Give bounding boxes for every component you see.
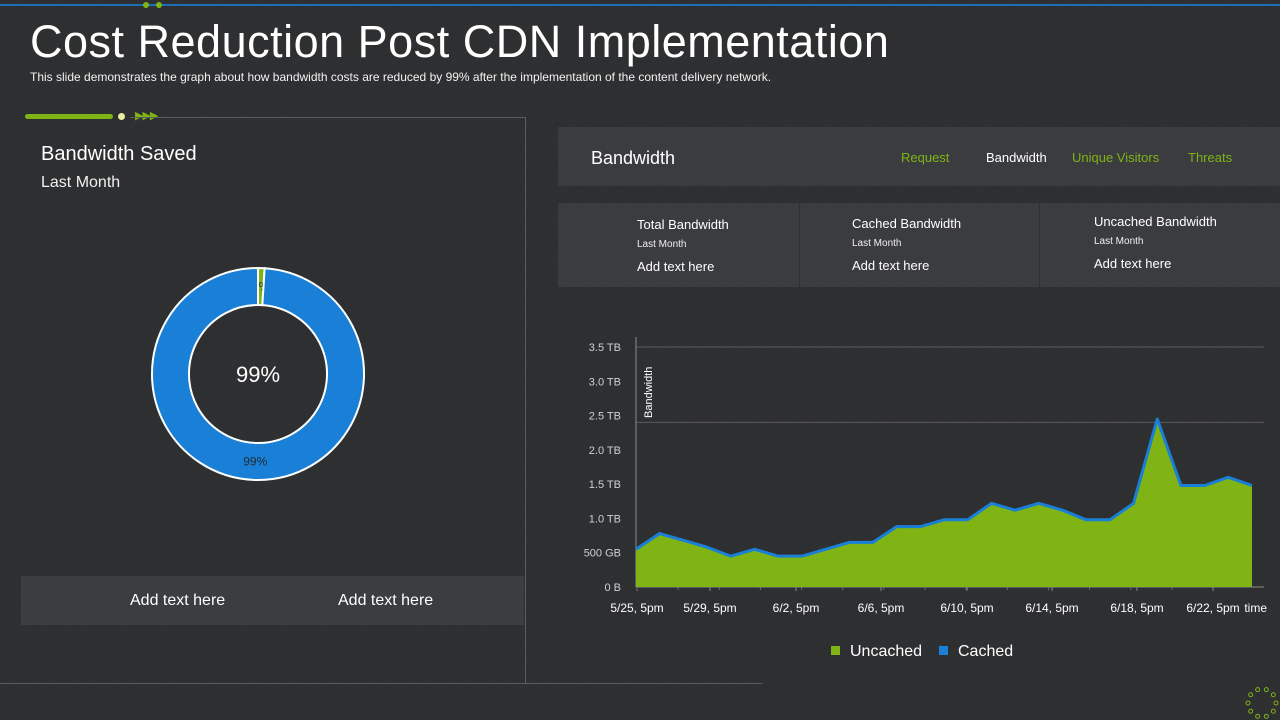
logo-icon <box>1245 687 1279 719</box>
logo-dot <box>1263 687 1269 693</box>
stat-divider <box>799 203 800 287</box>
divider-line <box>525 117 526 684</box>
line-series-cached <box>635 417 1253 558</box>
page-title: Cost Reduction Post CDN Implementation <box>30 16 890 67</box>
bandwidth-saved-period: Last Month <box>41 174 121 191</box>
page-subtitle: This slide demonstrates the graph about … <box>30 70 772 84</box>
x-tick-label: 6/14, 5pm <box>1025 601 1078 615</box>
legend-swatch <box>939 646 948 655</box>
x-tick-label: 5/29, 5pm <box>683 601 736 615</box>
decorative-arrows-icon: ▶▶▶ <box>135 110 158 122</box>
legend-uncached: Uncached <box>831 643 922 661</box>
bandwidth-stats: Total Bandwidth Last Month Add text here… <box>558 203 1280 287</box>
x-axis-label: time <box>1244 601 1267 615</box>
y-tick-label: 1.5 TB <box>589 479 621 491</box>
stat-period: Last Month <box>852 238 902 249</box>
stat-value: Add text here <box>852 258 930 273</box>
logo-dot <box>1248 692 1254 698</box>
left-bottom-text-1: Add text here <box>130 592 226 609</box>
x-tick-label: 6/10, 5pm <box>940 601 993 615</box>
top-accent-line <box>0 4 1280 6</box>
y-tick-label: 0 B <box>604 582 621 594</box>
logo-dot <box>1248 708 1254 714</box>
y-tick-label: 500 GB <box>584 548 621 560</box>
logo-dot <box>1255 713 1261 719</box>
stat-value: Add text here <box>1094 256 1172 271</box>
y-axis-label: Bandwidth <box>643 367 655 418</box>
logo-dot <box>1270 692 1276 698</box>
logo-dot <box>1270 708 1276 714</box>
stat-period: Last Month <box>637 239 687 250</box>
donut-chart: 1%99%99% <box>151 266 365 481</box>
logo-dot <box>1263 713 1269 719</box>
bandwidth-saved-title: Bandwidth Saved <box>41 143 197 165</box>
donut-data-label: 99% <box>243 454 267 468</box>
y-tick-label: 1.0 TB <box>589 513 621 525</box>
logo-dot <box>1255 687 1261 693</box>
tab-unique-visitors[interactable]: Unique Visitors <box>1072 150 1160 165</box>
y-tick-label: 3.5 TB <box>589 342 621 354</box>
legend-cached: Cached <box>939 643 1013 661</box>
tab-threats[interactable]: Threats <box>1188 150 1233 165</box>
divider-line <box>130 117 525 118</box>
y-tick-label: 2.5 TB <box>589 411 621 423</box>
y-tick-label: 3.0 TB <box>589 376 621 388</box>
top-accent-dot <box>143 2 149 8</box>
donut-center-label: 99% <box>236 362 280 387</box>
stat-value: Add text here <box>637 259 715 274</box>
stat-uncached-bandwidth: Uncached Bandwidth Last Month Add text h… <box>1094 214 1217 271</box>
bandwidth-panel-header: Bandwidth Request Bandwidth Unique Visit… <box>558 127 1280 186</box>
logo-dot <box>1245 700 1251 706</box>
stat-divider <box>1039 203 1040 287</box>
tab-bandwidth[interactable]: Bandwidth <box>986 150 1047 165</box>
x-tick-label: 5/25, 5pm <box>610 601 663 615</box>
stat-label: Total Bandwidth <box>637 217 729 232</box>
donut-slice-cached <box>151 266 365 481</box>
decorative-bar <box>25 114 113 119</box>
divider-line <box>0 683 762 684</box>
x-tick-label: 6/18, 5pm <box>1110 601 1163 615</box>
top-accent-dot <box>156 2 162 8</box>
stat-label: Cached Bandwidth <box>852 216 962 231</box>
stat-total-bandwidth: Total Bandwidth Last Month Add text here <box>637 217 729 274</box>
area-series-uncached <box>636 419 1252 587</box>
legend-label: Uncached <box>850 643 923 660</box>
x-tick-label: 6/6, 5pm <box>858 601 905 615</box>
x-tick-label: 6/2, 5pm <box>773 601 820 615</box>
bandwidth-panel-title: Bandwidth <box>591 148 676 168</box>
left-bottom-text-2: Add text here <box>338 592 434 609</box>
bandwidth-area-chart: 0 B 500 GB 1.0 TB 1.5 TB 2.0 TB 2.5 TB 3.0 TB 3… <box>584 337 1267 615</box>
y-tick-label: 2.0 TB <box>589 445 621 457</box>
legend-label: Cached <box>958 643 1014 660</box>
stat-label: Uncached Bandwidth <box>1094 214 1217 229</box>
stat-period: Last Month <box>1094 236 1144 247</box>
decorative-dot <box>118 113 125 120</box>
stat-cached-bandwidth: Cached Bandwidth Last Month Add text her… <box>852 216 961 273</box>
logo-dot <box>1273 700 1279 706</box>
legend-swatch <box>831 646 840 655</box>
x-tick-label: 6/22, 5pm <box>1186 601 1239 615</box>
tab-request[interactable]: Request <box>901 150 950 165</box>
left-bottom-text-box: Add text here Add text here <box>21 576 524 625</box>
